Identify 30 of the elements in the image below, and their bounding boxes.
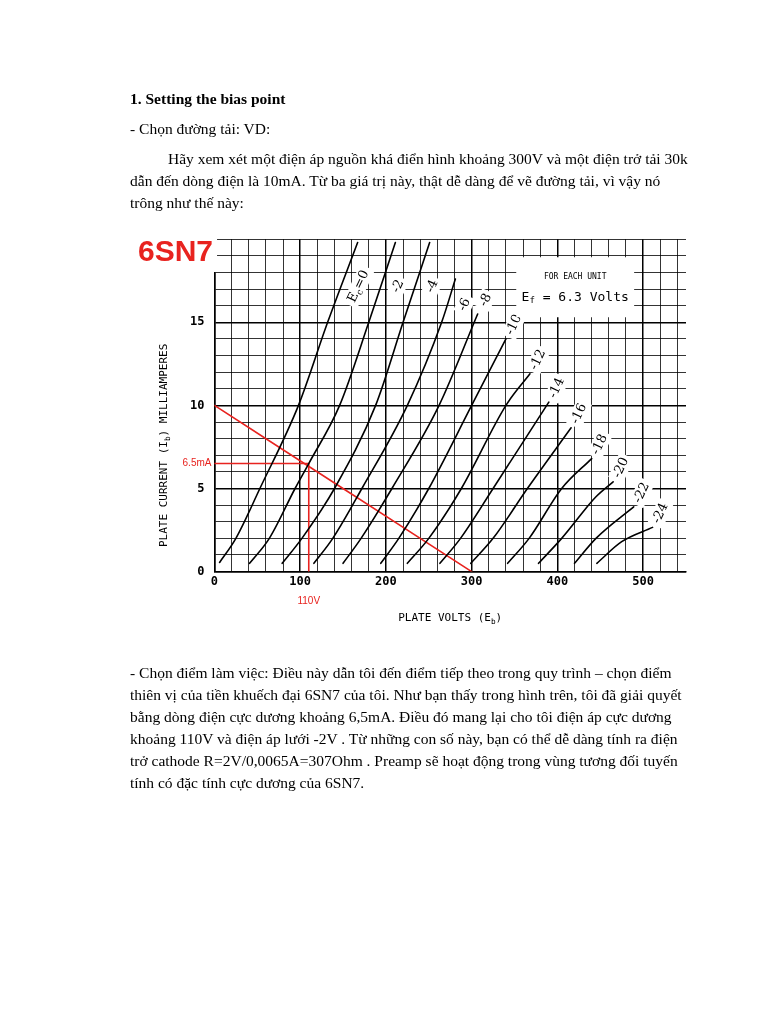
text: - Chọn đường tải: VD: <box>130 119 272 139</box>
chart-title: 6SN7 <box>138 234 214 268</box>
text: Ec=0 <box>343 267 372 305</box>
x-tick-label: 200 <box>375 573 397 588</box>
x-tick-label: 500 <box>632 573 654 588</box>
text: -6 <box>454 295 473 314</box>
text: - Chọn điểm làm việc: Điều này dẫn tôi đến điểm tiếp theo trong quy trình – chọn điểm thiên vị của tiền khuếch đại 6SN7 của tôi. Như bạn thấy trong hình trên, tôi đã giải quyết bằng dòng điện cực dương khoảng 6,5mA. Điều đó mang lại cho tôi điện áp cực dương khoảng 110V và điện áp lưới -2V . Từ những con số này, bạn có thể dễ dàng tính ra điện trở cathode R=2V/0,0065A=307Ohm . Preamp sẽ hoạt động trong vùng tương đối tuyến tính có đặc tính cực dương của 6SN7. <box>130 663 683 793</box>
text: -18 <box>587 431 610 457</box>
text: -8 <box>475 290 495 309</box>
y-tick-label: 10 <box>190 397 205 412</box>
text: 1. Setting the bias point <box>130 89 287 109</box>
text: Hãy xem xét một điện áp nguồn khá điển hình khoảng 300V và một điện trở tải 30k dẫn đến dòng điện là 10mA. Từ ba giá trị này, thật dễ dàng để vẽ đường tải, vì vậy nó trông như thế này: <box>130 149 689 213</box>
text: -24 <box>648 500 671 526</box>
text: -20 <box>608 454 632 481</box>
text: -2 <box>387 277 407 295</box>
x-tick-label: 100 <box>289 573 312 588</box>
text: -4 <box>421 277 441 295</box>
y-tick-label: 15 <box>190 314 205 329</box>
y-tick-label: 5 <box>197 480 205 495</box>
text: -14 <box>544 374 568 401</box>
annotation: 6.5mA <box>182 457 212 469</box>
text: -16 <box>566 400 590 427</box>
text: -10 <box>501 311 525 338</box>
annotation: FOR EACH UNIT <box>543 272 607 282</box>
y-tick-label: 0 <box>197 563 205 578</box>
x-tick-label: 400 <box>546 573 569 588</box>
text: -12 <box>525 346 549 372</box>
annotation: 110V <box>297 595 321 607</box>
x-tick-label: 300 <box>460 573 483 588</box>
x-tick-label: 0 <box>210 573 219 588</box>
